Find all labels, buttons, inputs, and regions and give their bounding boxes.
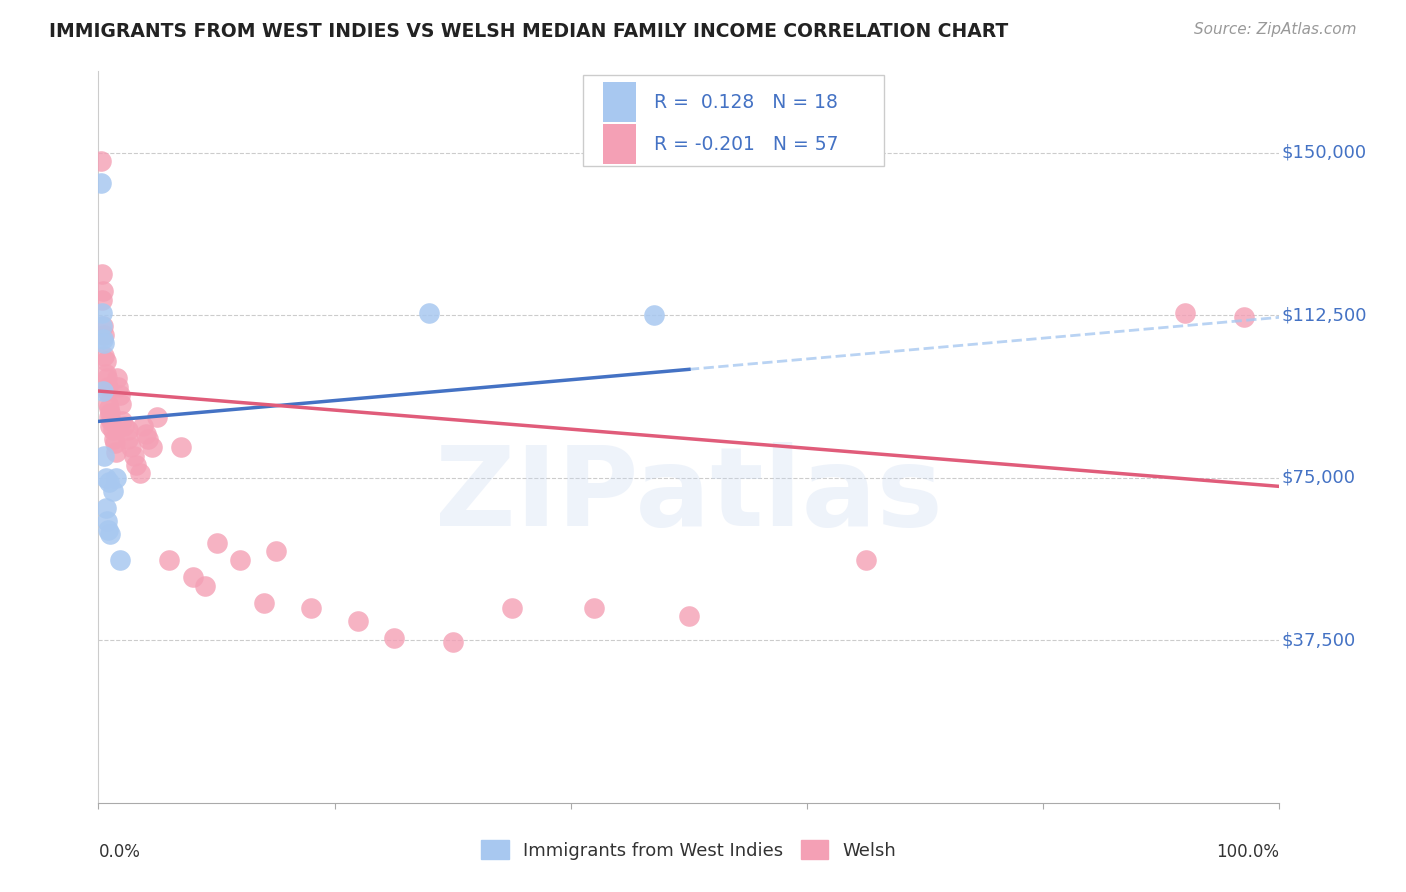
Text: R =  0.128   N = 18: R = 0.128 N = 18	[654, 93, 838, 112]
Point	[98, 527, 121, 541]
Point	[100, 414, 122, 428]
Point	[94, 501, 117, 516]
Point	[105, 371, 128, 385]
Point	[97, 380, 120, 394]
Point	[299, 600, 322, 615]
Point	[382, 631, 405, 645]
Point	[91, 306, 114, 320]
Point	[98, 418, 121, 433]
Point	[98, 410, 121, 425]
Point	[105, 471, 128, 485]
Text: IMMIGRANTS FROM WEST INDIES VS WELSH MEDIAN FAMILY INCOME CORRELATION CHART: IMMIGRANTS FROM WEST INDIES VS WELSH MED…	[49, 22, 1008, 41]
Point	[146, 410, 169, 425]
Point	[103, 432, 125, 446]
Point	[96, 514, 118, 528]
Point	[93, 336, 115, 351]
Point	[111, 414, 134, 428]
Point	[96, 384, 118, 398]
Point	[125, 458, 148, 472]
Point	[110, 397, 132, 411]
Point	[91, 318, 114, 333]
Point	[205, 535, 228, 549]
Point	[678, 609, 700, 624]
Text: $37,500: $37,500	[1282, 632, 1355, 649]
Point	[501, 600, 523, 615]
Text: 0.0%: 0.0%	[98, 843, 141, 861]
Text: $150,000: $150,000	[1282, 144, 1367, 161]
Point	[112, 418, 135, 433]
Point	[117, 423, 139, 437]
Point	[643, 308, 665, 322]
Point	[170, 441, 193, 455]
Point	[132, 418, 155, 433]
Point	[1174, 306, 1197, 320]
FancyBboxPatch shape	[582, 75, 884, 167]
Point	[157, 553, 180, 567]
Point	[135, 427, 157, 442]
Point	[128, 467, 150, 481]
Point	[94, 367, 117, 381]
Point	[91, 285, 114, 299]
Point	[91, 293, 114, 307]
Point	[101, 483, 124, 498]
Point	[91, 384, 114, 398]
Point	[136, 432, 159, 446]
Text: R = -0.201   N = 57: R = -0.201 N = 57	[654, 135, 838, 153]
Text: Source: ZipAtlas.com: Source: ZipAtlas.com	[1194, 22, 1357, 37]
Point	[1233, 310, 1256, 325]
Point	[91, 332, 114, 346]
Point	[91, 318, 114, 333]
Point	[194, 579, 217, 593]
Point	[441, 635, 464, 649]
Point	[181, 570, 204, 584]
Point	[855, 553, 877, 567]
Text: 100.0%: 100.0%	[1216, 843, 1279, 861]
Point	[253, 596, 276, 610]
Point	[117, 432, 139, 446]
Text: $112,500: $112,500	[1282, 306, 1367, 324]
Text: $75,000: $75,000	[1282, 468, 1355, 487]
Point	[93, 349, 115, 363]
Point	[418, 306, 440, 320]
Point	[93, 327, 115, 342]
Point	[98, 401, 121, 416]
Point	[105, 444, 128, 458]
Bar	[603, 82, 636, 122]
Point	[583, 600, 606, 615]
Text: ZIPatlas: ZIPatlas	[434, 442, 943, 549]
Point	[96, 371, 118, 385]
Point	[90, 176, 112, 190]
Point	[91, 267, 114, 281]
Point	[104, 436, 127, 450]
Point	[121, 441, 143, 455]
Point	[94, 471, 117, 485]
Point	[141, 441, 163, 455]
Point	[93, 449, 115, 463]
Legend: Immigrants from West Indies, Welsh: Immigrants from West Indies, Welsh	[474, 833, 904, 867]
Point	[98, 475, 121, 489]
Point	[97, 523, 120, 537]
Point	[108, 553, 131, 567]
Point	[97, 397, 120, 411]
Point	[101, 423, 124, 437]
Point	[264, 544, 287, 558]
Point	[122, 449, 145, 463]
Point	[229, 553, 252, 567]
Point	[108, 388, 131, 402]
Point	[347, 614, 370, 628]
Bar	[603, 124, 636, 164]
Point	[98, 406, 121, 420]
Point	[90, 154, 112, 169]
Point	[94, 353, 117, 368]
Point	[107, 380, 129, 394]
